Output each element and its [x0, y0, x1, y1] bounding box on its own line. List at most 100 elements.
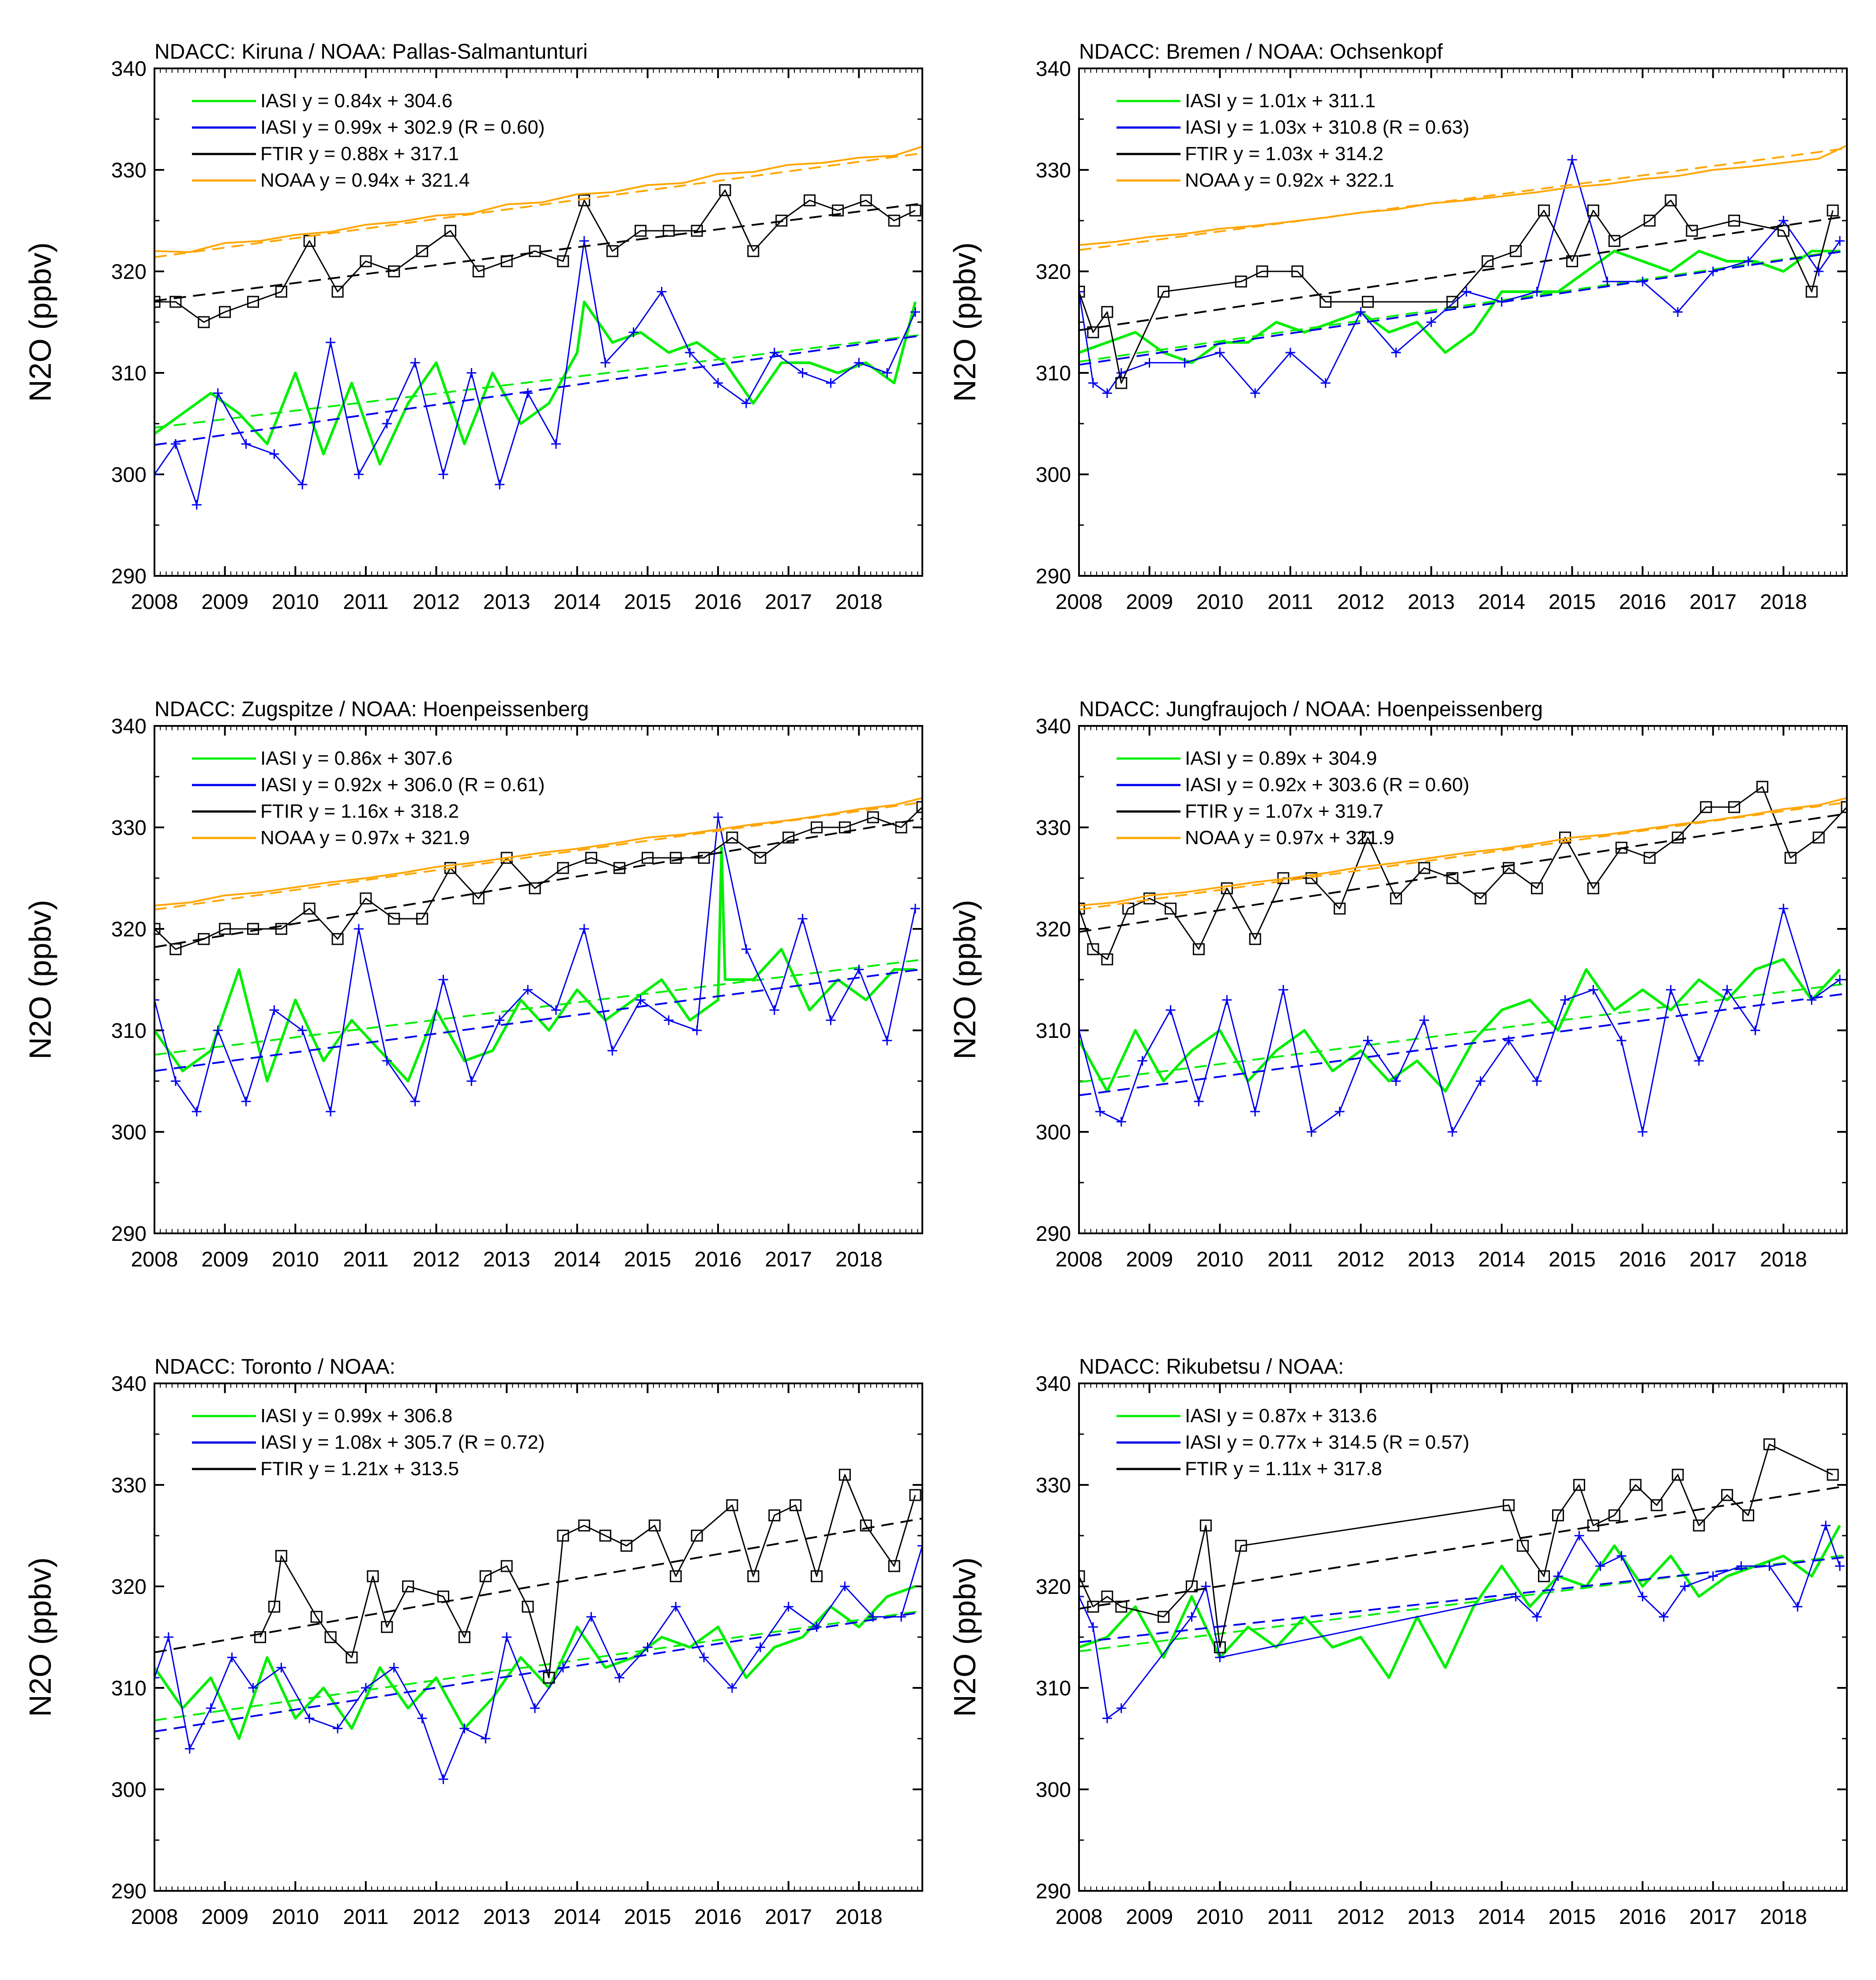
y-axis-label: N2O (ppbv) — [23, 1557, 57, 1717]
data-point-iasi — [1821, 1521, 1831, 1530]
x-tick-label: 2014 — [1478, 1905, 1525, 1929]
y-tick-label: 330 — [111, 159, 147, 182]
data-point-ftir — [1115, 1601, 1128, 1613]
data-point-ftir — [698, 852, 710, 864]
data-point-iasi — [333, 1724, 343, 1733]
data-point-iasi — [1079, 1026, 1084, 1035]
data-point-ftir — [154, 923, 161, 935]
data-point-iasi — [1201, 1582, 1211, 1591]
y-axis-label: N2O (ppbv) — [23, 900, 57, 1060]
x-tick-label: 2014 — [553, 1905, 601, 1929]
y-tick-label: 340 — [1036, 1372, 1071, 1396]
legend-entry: NOAA y = 0.97x + 321.9 — [1185, 827, 1395, 849]
legend-entry: FTIR y = 1.16x + 318.2 — [260, 800, 459, 822]
data-point-ftir — [888, 1560, 900, 1572]
data-point-ftir — [500, 255, 513, 267]
data-point-ftir — [388, 265, 400, 278]
data-point-iasi — [797, 368, 808, 378]
data-point-iasi — [699, 1653, 709, 1662]
series-line-iasi — [154, 301, 917, 466]
data-point-iasi — [1835, 975, 1845, 984]
series-line-ftir — [154, 806, 922, 950]
data-point-iasi — [410, 1097, 420, 1106]
legend-entry: FTIR y = 0.88x + 317.1 — [260, 143, 459, 165]
x-tick-label: 2018 — [835, 590, 883, 614]
series-line-ftir — [1079, 199, 1834, 384]
y-tick-label: 290 — [1036, 1880, 1071, 1903]
data-point-iasi — [882, 1036, 892, 1045]
series-line-iasi — [1079, 250, 1840, 364]
data-point-iasi — [1617, 1551, 1627, 1561]
x-tick-label: 2017 — [1689, 1248, 1737, 1271]
data-point-iasi — [459, 1724, 470, 1733]
x-tick-label: 2011 — [343, 1248, 388, 1271]
x-tick-label: 2010 — [272, 1905, 319, 1929]
data-point-ftir — [219, 306, 231, 318]
data-point-ftir — [662, 225, 675, 237]
y-tick-label: 310 — [1036, 362, 1071, 385]
x-tick-label: 2017 — [765, 1905, 812, 1929]
data-point-iasi — [1496, 297, 1507, 307]
plot-area — [1079, 781, 1847, 1137]
data-point-ftir — [1615, 842, 1628, 854]
x-tick-label: 2015 — [624, 590, 671, 614]
trend-line-ftir — [154, 1518, 922, 1653]
data-point-iasi — [1736, 1561, 1746, 1571]
data-point-ftir — [1841, 801, 1847, 813]
data-point-iasi — [1306, 1127, 1316, 1137]
chart-panel-4: NDACC: Jungfraujoch / NOAA: Hoenpeissenb… — [947, 698, 1848, 1271]
data-point-ftir — [1827, 204, 1839, 217]
trend-line-iasi_coloc — [1079, 992, 1847, 1097]
data-point-iasi — [1764, 1561, 1774, 1571]
data-point-ftir — [578, 1519, 590, 1532]
data-point-iasi — [741, 398, 751, 408]
y-tick-label: 300 — [111, 1778, 147, 1802]
x-tick-label: 2014 — [553, 590, 601, 614]
data-point-iasi — [241, 439, 251, 449]
data-point-ftir — [1531, 882, 1543, 894]
data-point-iasi — [586, 1612, 596, 1622]
data-point-iasi — [502, 1632, 512, 1642]
data-point-ftir — [1305, 872, 1318, 884]
data-point-iasi — [840, 1582, 850, 1591]
data-point-ftir — [888, 214, 900, 227]
data-point-iasi — [1665, 985, 1676, 995]
data-point-ftir — [726, 831, 738, 844]
x-tick-label: 2013 — [483, 590, 530, 614]
legend: IASI y = 0.89x + 304.9 IASI y = 0.92x + 3… — [1117, 748, 1470, 849]
data-point-iasi — [410, 358, 420, 368]
data-point-ftir — [444, 862, 456, 874]
data-point-iasi — [1532, 1076, 1542, 1086]
series-line-ftir — [259, 1474, 916, 1679]
y-tick-label: 330 — [1036, 159, 1071, 182]
data-point-ftir — [634, 225, 647, 237]
data-point-iasi — [579, 924, 589, 934]
data-point-iasi — [1835, 1561, 1845, 1571]
data-point-ftir — [1446, 296, 1459, 308]
data-point-ftir — [1650, 1499, 1663, 1511]
data-point-ftir — [1115, 377, 1128, 389]
data-point-iasi — [184, 1744, 195, 1754]
legend: IASI y = 0.99x + 306.8 IASI y = 1.08x + 3… — [192, 1405, 545, 1480]
data-point-ftir — [472, 892, 485, 905]
data-point-iasi — [917, 1541, 922, 1551]
legend-entry: IASI y = 1.08x + 305.7 (R = 0.72) — [260, 1431, 545, 1453]
data-point-ftir — [331, 933, 344, 945]
plot-area — [154, 1469, 922, 1784]
data-point-ftir — [1784, 852, 1797, 864]
data-point-ftir — [648, 1519, 661, 1532]
data-point-ftir — [1256, 265, 1268, 278]
series-line-iasi — [154, 846, 915, 1082]
data-point-iasi — [1814, 267, 1824, 276]
data-point-iasi — [713, 378, 723, 388]
data-point-ftir — [1742, 1509, 1755, 1522]
data-point-iasi — [1475, 1076, 1485, 1086]
x-tick-label: 2011 — [343, 1905, 388, 1929]
data-point-ftir — [775, 214, 788, 227]
data-point-iasi — [1088, 1622, 1098, 1632]
chart-title: NDACC: Toronto / NOAA: — [154, 1355, 395, 1379]
legend: IASI y = 0.87x + 313.6 IASI y = 0.77x + 3… — [1117, 1405, 1470, 1480]
data-point-ftir — [1079, 286, 1085, 298]
data-point-iasi — [635, 995, 646, 1005]
